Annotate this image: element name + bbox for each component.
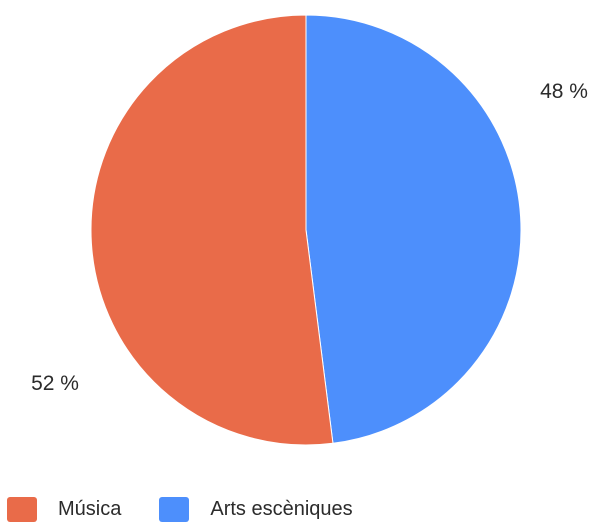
- value-label-musica: 52 %: [31, 372, 79, 395]
- legend-label-arts-esceniques: Arts escèniques: [210, 498, 353, 520]
- value-label-arts-esceniques: 48 %: [540, 80, 588, 103]
- pie-value-labels: 52 % 48 %: [31, 80, 588, 395]
- pie-slice-musica: [90, 14, 334, 446]
- pie-slice-arts-esceniques: [305, 14, 522, 444]
- legend-swatch-musica: [7, 497, 37, 522]
- legend-item-musica: Música: [7, 497, 121, 522]
- legend-label-musica: Música: [58, 498, 122, 520]
- legend-swatch-arts-esceniques: [159, 497, 190, 522]
- pie-slices: [90, 14, 522, 446]
- legend: Música Arts escèniques: [7, 497, 353, 522]
- legend-item-arts-esceniques: Arts escèniques: [159, 497, 353, 522]
